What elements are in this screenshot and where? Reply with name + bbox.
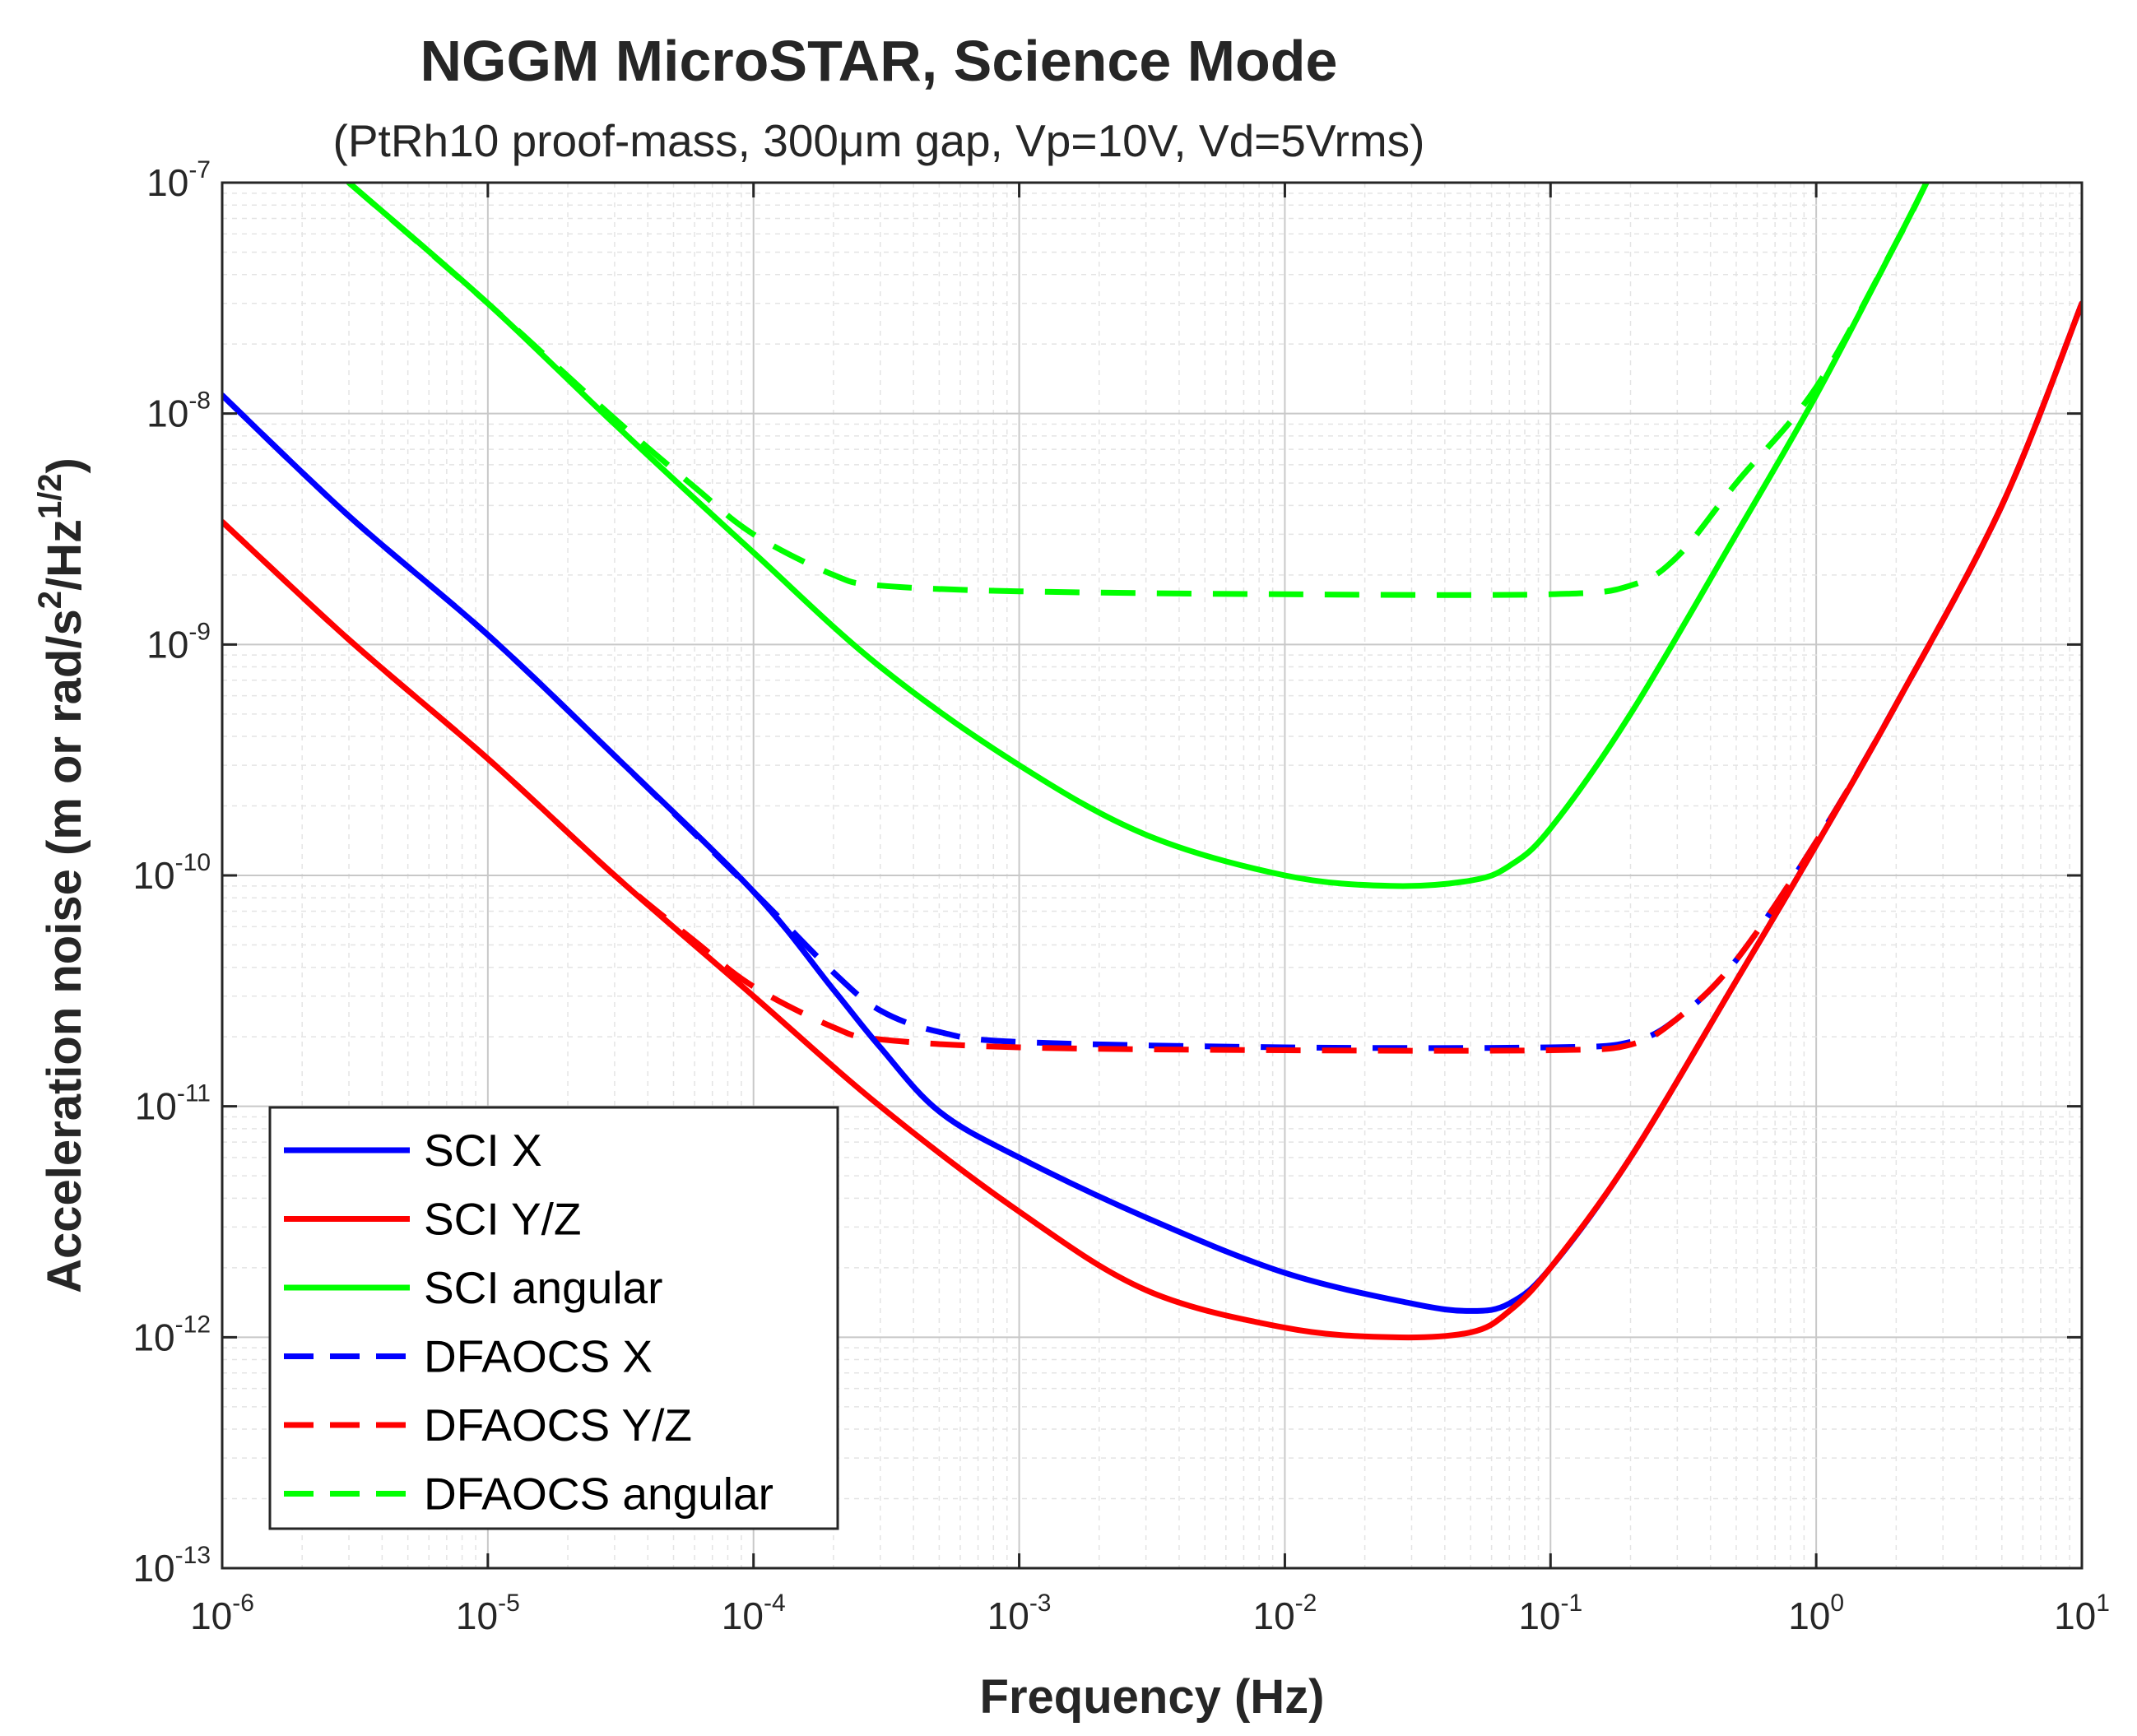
legend-label-sci-y-z: SCI Y/Z [424,1194,582,1245]
chart-title: NGGM MicroSTAR, Science Mode [420,29,1338,93]
grid [221,183,2082,1569]
y-tick-label: 10-12 [132,1311,211,1358]
y-tick-labels: 10-13 10-12 10-11 10-10 10-9 10-8 10-7 [132,156,2082,1590]
y-axis-label: Acceleration noise (m or rad/s2/Hz1/2) [32,457,91,1293]
y-axis-label-main: Acceleration noise (m or rad/s [38,609,91,1293]
y-tick-label: 10-7 [146,156,211,204]
legend-label-dfaocs-x: DFAOCS X [424,1331,653,1382]
series-line-sci-y-z [222,300,2082,1341]
series-line-dfaocs-angular [346,183,1930,598]
series-layer [222,183,2082,1341]
chart-subtitle: (PtRh10 proof-mass, 300μm gap, Vp=10V, V… [333,115,1425,166]
x-tick-label: 10-1 [1518,1590,1582,1637]
y-tick-label: 10-10 [132,849,211,897]
series-line-sci-angular [346,183,1930,889]
x-tick-label: 10-4 [722,1590,786,1637]
legend-box [268,1106,839,1530]
y-tick-label: 10-9 [146,618,211,666]
legend: SCI X SCI Y/Z SCI angular DFAOCS X DFAOCS Y/… [268,1106,839,1530]
legend-label-sci-x: SCI X [424,1125,542,1176]
y-axis-label-mid: /Hz [38,519,91,591]
x-tick-label: 10-3 [987,1590,1052,1637]
y-tick-label: 10-11 [135,1080,211,1128]
y-tick-label: 10-13 [132,1542,211,1590]
x-tick-label: 10-2 [1252,1590,1317,1637]
x-tick-labels: 10-6 10-5 10-4 10-3 10-2 10-1 100 101 [190,183,2110,1637]
y-axis-label-end: ) [38,457,91,473]
legend-label-sci-angular: SCI angular [424,1262,662,1313]
x-tick-label: 100 [1788,1590,1844,1637]
legend-items: SCI X SCI Y/Z SCI angular DFAOCS X DFAOCS Y/… [284,1125,774,1520]
y-tick-label: 10-8 [146,388,211,435]
x-tick-label: 101 [2054,1590,2110,1637]
x-tick-label: 10-5 [456,1590,520,1637]
y-axis-label-sup2: 1/2 [32,473,68,519]
x-axis-label: Frequency (Hz) [980,1670,1325,1724]
y-axis-label-sup1: 2 [32,591,68,609]
legend-label-dfaocs-y-z: DFAOCS Y/Z [424,1399,692,1451]
legend-label-dfaocs-angular: DFAOCS angular [424,1469,774,1520]
x-tick-label: 10-6 [190,1590,254,1637]
